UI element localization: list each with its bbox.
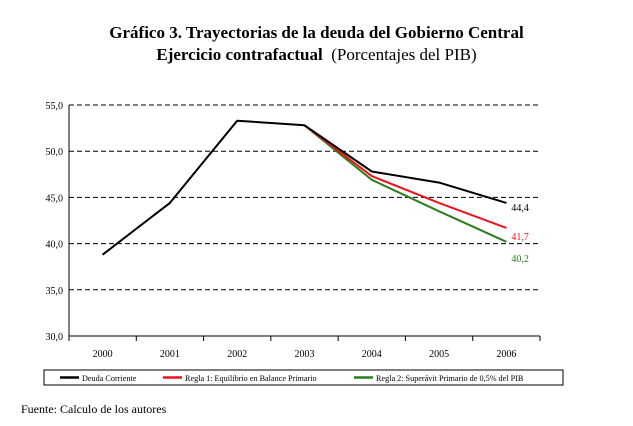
x-tick-label: 2003 (295, 349, 315, 360)
series-line (303, 124, 507, 243)
x-tick-label: 2001 (160, 349, 180, 360)
series-line (303, 124, 507, 229)
series-line (101, 119, 507, 256)
x-tick-label: 2000 (93, 349, 113, 360)
y-tick-label: 55,0 (46, 101, 64, 112)
y-tick-label: 50,0 (46, 147, 64, 158)
data-label: 44,4 (511, 203, 529, 214)
x-tick-label: 2002 (227, 349, 247, 360)
data-label: 40,2 (511, 254, 529, 265)
y-tick-label: 40,0 (46, 240, 64, 251)
x-tick-label: 2006 (496, 349, 516, 360)
source-note: Fuente: Calculo de los autores (21, 402, 167, 416)
chart-title: Gráfico 3. Trayectorias de la deuda del … (109, 23, 524, 42)
legend-label: Regla 1: Equilibrio en Balance Primario (185, 374, 317, 383)
data-label: 41,7 (511, 232, 529, 243)
y-tick-label: 35,0 (46, 286, 64, 297)
y-tick-label: 45,0 (46, 193, 64, 204)
legend-label: Regla 2: Superávit Primario de 0,5% del … (376, 374, 524, 383)
subtitle-bold: Ejercicio contrafactual (156, 45, 323, 64)
legend-label: Deuda Corriente (82, 374, 137, 383)
x-tick-label: 2005 (429, 349, 449, 360)
y-tick-label: 30,0 (46, 332, 64, 343)
subtitle-unit: (Porcentajes del PIB) (331, 45, 477, 64)
legend-box (43, 369, 564, 386)
chart-subtitle: Ejercicio contrafactual (Porcentajes del… (0, 44, 633, 65)
x-tick-label: 2004 (362, 349, 382, 360)
